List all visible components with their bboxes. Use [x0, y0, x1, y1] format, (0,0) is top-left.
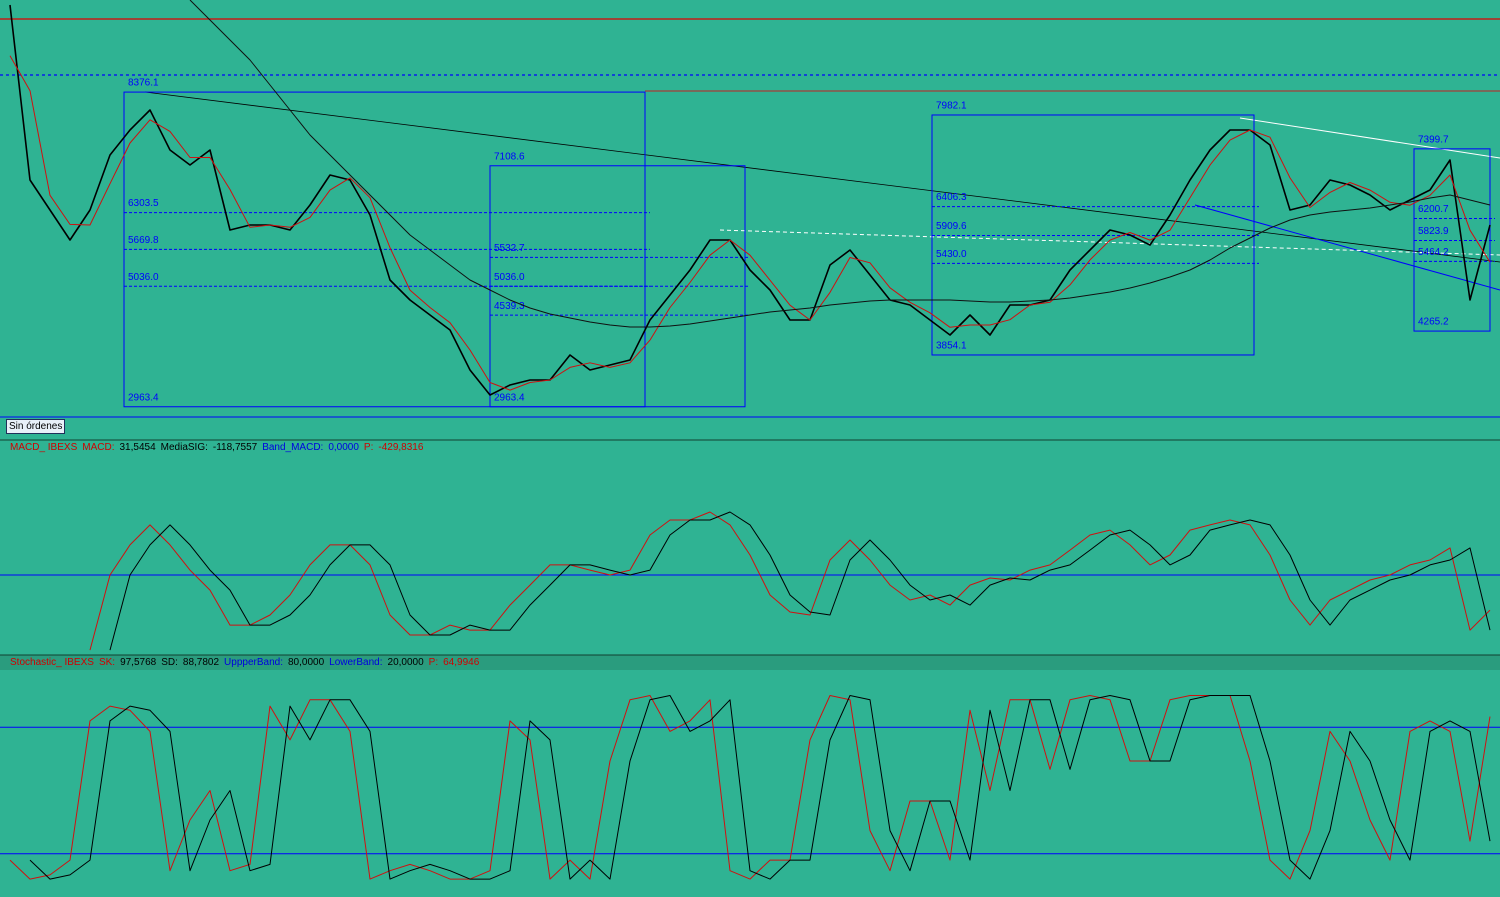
trend-line: [144, 91, 1500, 263]
fib-label: 8376.1: [128, 78, 159, 89]
header-item: UppperBand:: [224, 657, 283, 668]
header-item: 0,0000: [328, 442, 359, 453]
fib-label: 3854.1: [936, 341, 967, 352]
series-line: [9, 55, 1491, 391]
trend-line: [719, 229, 1500, 256]
header-item: 64,9946: [443, 657, 480, 668]
trend-line: [1194, 204, 1500, 291]
header-item: 31,5454: [119, 442, 156, 453]
fib-label: 4265.2: [1418, 317, 1449, 328]
fib-label: 7399.7: [1418, 134, 1449, 145]
header-item: SD:: [161, 657, 178, 668]
panel-header: MACD_ IBEXS MACD: 31,5454 MediaSIG: -118,755…: [10, 442, 424, 453]
header-item: 80,0000: [288, 657, 325, 668]
series-line: [9, 695, 1491, 880]
header-item: 20,0000: [388, 657, 425, 668]
fib-label: 5430.0: [936, 249, 967, 260]
header-strip: [0, 655, 1500, 670]
fib-label: 5464.2: [1418, 247, 1449, 258]
fib-label: 7982.1: [936, 101, 967, 112]
fib-label: 5532.7: [494, 243, 525, 254]
header-item: -118,7557: [213, 442, 258, 453]
header-item: MACD_ IBEXS: [10, 442, 78, 453]
series-line: [9, 4, 1491, 396]
fib-label: 6200.7: [1418, 204, 1449, 215]
series-line: [89, 511, 1491, 651]
fib-label: 5669.8: [128, 235, 159, 246]
header-item: MediaSIG:: [161, 442, 208, 453]
fib-label: 4539.3: [494, 301, 525, 312]
fib-label: 2963.4: [494, 392, 525, 403]
fib-label: 5036.0: [494, 272, 525, 283]
header-item: Band_MACD:: [262, 442, 323, 453]
header-item: Stochastic_ IBEXS: [10, 657, 94, 668]
fib-label: 5909.6: [936, 221, 967, 232]
series-line: [29, 695, 1491, 880]
orders-button[interactable]: Sin órdenes: [6, 419, 66, 434]
series-line: [189, 0, 1491, 328]
fib-label: 2963.4: [128, 392, 159, 403]
header-item: P:: [364, 442, 373, 453]
header-item: 88,7802: [183, 657, 220, 668]
fib-label: 7108.6: [494, 151, 525, 162]
fib-label: 6303.5: [128, 198, 159, 209]
fib-label: 5823.9: [1418, 226, 1449, 237]
header-item: LowerBand:: [329, 657, 382, 668]
panel-header: Stochastic_ IBEXS SK: 97,5768 SD: 88,7802 Upp…: [10, 657, 480, 668]
series-line: [109, 511, 1491, 651]
trend-line: [1239, 117, 1500, 159]
fib-label: 6406.3: [936, 192, 967, 203]
header-item: 97,5768: [120, 657, 157, 668]
header-item: P:: [429, 657, 438, 668]
header-item: SK:: [99, 657, 115, 668]
header-item: MACD:: [82, 442, 114, 453]
header-item: -429,8316: [378, 442, 423, 453]
fib-label: 5036.0: [128, 272, 159, 283]
